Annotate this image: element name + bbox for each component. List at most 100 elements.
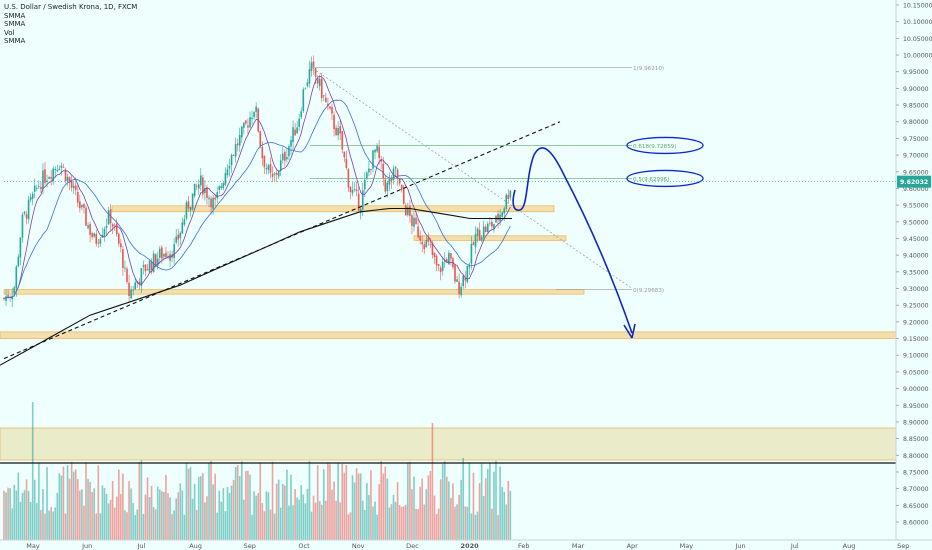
volume-bar xyxy=(200,476,202,540)
volume-bar xyxy=(388,507,391,540)
candle-body xyxy=(316,78,319,84)
candle-body xyxy=(351,189,354,194)
volume-bar xyxy=(60,475,63,540)
candle-body xyxy=(251,117,253,120)
volume-bar xyxy=(302,494,305,540)
candle-body xyxy=(232,154,235,156)
volume-bar xyxy=(208,462,210,540)
candle-body xyxy=(468,264,471,268)
volume-bar xyxy=(279,507,282,540)
volume-bar xyxy=(357,473,360,540)
volume-bar xyxy=(50,506,52,540)
volume-bar xyxy=(169,497,171,540)
volume-bar xyxy=(464,506,467,540)
candle-body xyxy=(249,117,251,128)
volume-bar xyxy=(122,473,124,540)
volume-bar xyxy=(351,475,354,540)
volume-bar xyxy=(15,490,18,540)
price-tick-label: 8.75000 xyxy=(903,469,929,476)
volume-bar xyxy=(347,514,350,540)
volume-bar xyxy=(52,511,54,540)
volume-bar xyxy=(314,502,317,540)
volume-bar xyxy=(220,501,223,540)
volume-bar xyxy=(284,485,286,540)
candle-body xyxy=(288,146,290,157)
candle-body xyxy=(154,254,157,265)
volume-bar xyxy=(9,488,11,540)
volume-bar xyxy=(163,491,165,540)
candle-body xyxy=(489,222,491,224)
candle-body xyxy=(216,192,218,199)
time-label: Mar xyxy=(572,542,585,550)
price-tick-label: 8.80000 xyxy=(903,453,929,460)
volume-bar xyxy=(68,478,71,540)
indicator-smma-1[interactable]: SMMA xyxy=(4,11,26,20)
volume-bar xyxy=(400,507,403,540)
candle-body xyxy=(361,190,364,210)
volume-bar xyxy=(304,503,307,540)
fib-level-0618-label: 0.618(9.72859) xyxy=(633,144,677,150)
candle-body xyxy=(402,187,405,204)
candle-body xyxy=(146,269,149,270)
candle-body xyxy=(269,163,272,173)
volume-bar xyxy=(134,514,136,540)
candle-body xyxy=(77,192,79,203)
target-zone xyxy=(0,331,900,339)
candle-body xyxy=(355,189,358,192)
volume-bar xyxy=(54,507,57,540)
volume-bar xyxy=(115,496,118,540)
volume-bar xyxy=(46,467,48,540)
volume-bar xyxy=(320,504,323,540)
candle-body xyxy=(140,267,143,286)
volume-bar xyxy=(101,485,104,540)
volume-bar xyxy=(257,493,259,540)
volume-bar xyxy=(218,490,221,540)
volume-bar xyxy=(405,504,407,540)
candle-body xyxy=(277,171,280,177)
volume-bar xyxy=(159,489,161,540)
candle-body xyxy=(456,279,458,282)
volume-bar xyxy=(23,490,26,540)
candle-body xyxy=(487,223,489,233)
price-tick-label: 9.85000 xyxy=(903,103,929,110)
time-label: Feb xyxy=(518,542,530,550)
volume-bar xyxy=(484,478,487,540)
candle-body xyxy=(296,127,298,134)
time-label: Nov xyxy=(352,542,365,550)
candle-body xyxy=(95,233,98,244)
volume-bar xyxy=(7,487,9,540)
indicator-vol[interactable]: Vol xyxy=(4,28,15,37)
candle-body xyxy=(503,208,505,214)
candle-body xyxy=(271,173,274,177)
candle-body xyxy=(189,206,192,211)
candle-body xyxy=(286,156,288,160)
volume-bar xyxy=(503,492,505,540)
candle-body xyxy=(99,238,102,244)
support-zone-mid xyxy=(413,235,567,241)
volume-bar xyxy=(318,501,321,540)
time-label: May xyxy=(26,542,40,550)
volume-bar xyxy=(224,511,227,540)
volume-bar xyxy=(454,506,456,540)
volume-bar xyxy=(165,474,167,540)
volume-bar xyxy=(429,471,432,540)
candle-body xyxy=(179,232,182,239)
volume-bar xyxy=(409,461,411,540)
candle-body xyxy=(177,234,180,240)
volume-bar xyxy=(216,512,218,540)
volume-bar xyxy=(136,509,139,540)
volume-bar xyxy=(146,477,149,540)
candle-body xyxy=(480,237,483,241)
volume-bar xyxy=(144,494,147,540)
indicator-smma-2[interactable]: SMMA xyxy=(4,20,26,28)
candle-body xyxy=(91,233,93,237)
candle-body xyxy=(382,163,385,179)
candle-body xyxy=(320,78,323,98)
volume-bar xyxy=(331,489,333,540)
candle-body xyxy=(167,257,169,259)
candle-body xyxy=(243,122,245,128)
indicator-smma-3[interactable]: SMMA xyxy=(4,37,26,45)
volume-bar xyxy=(56,492,59,540)
candle-body xyxy=(446,259,448,263)
